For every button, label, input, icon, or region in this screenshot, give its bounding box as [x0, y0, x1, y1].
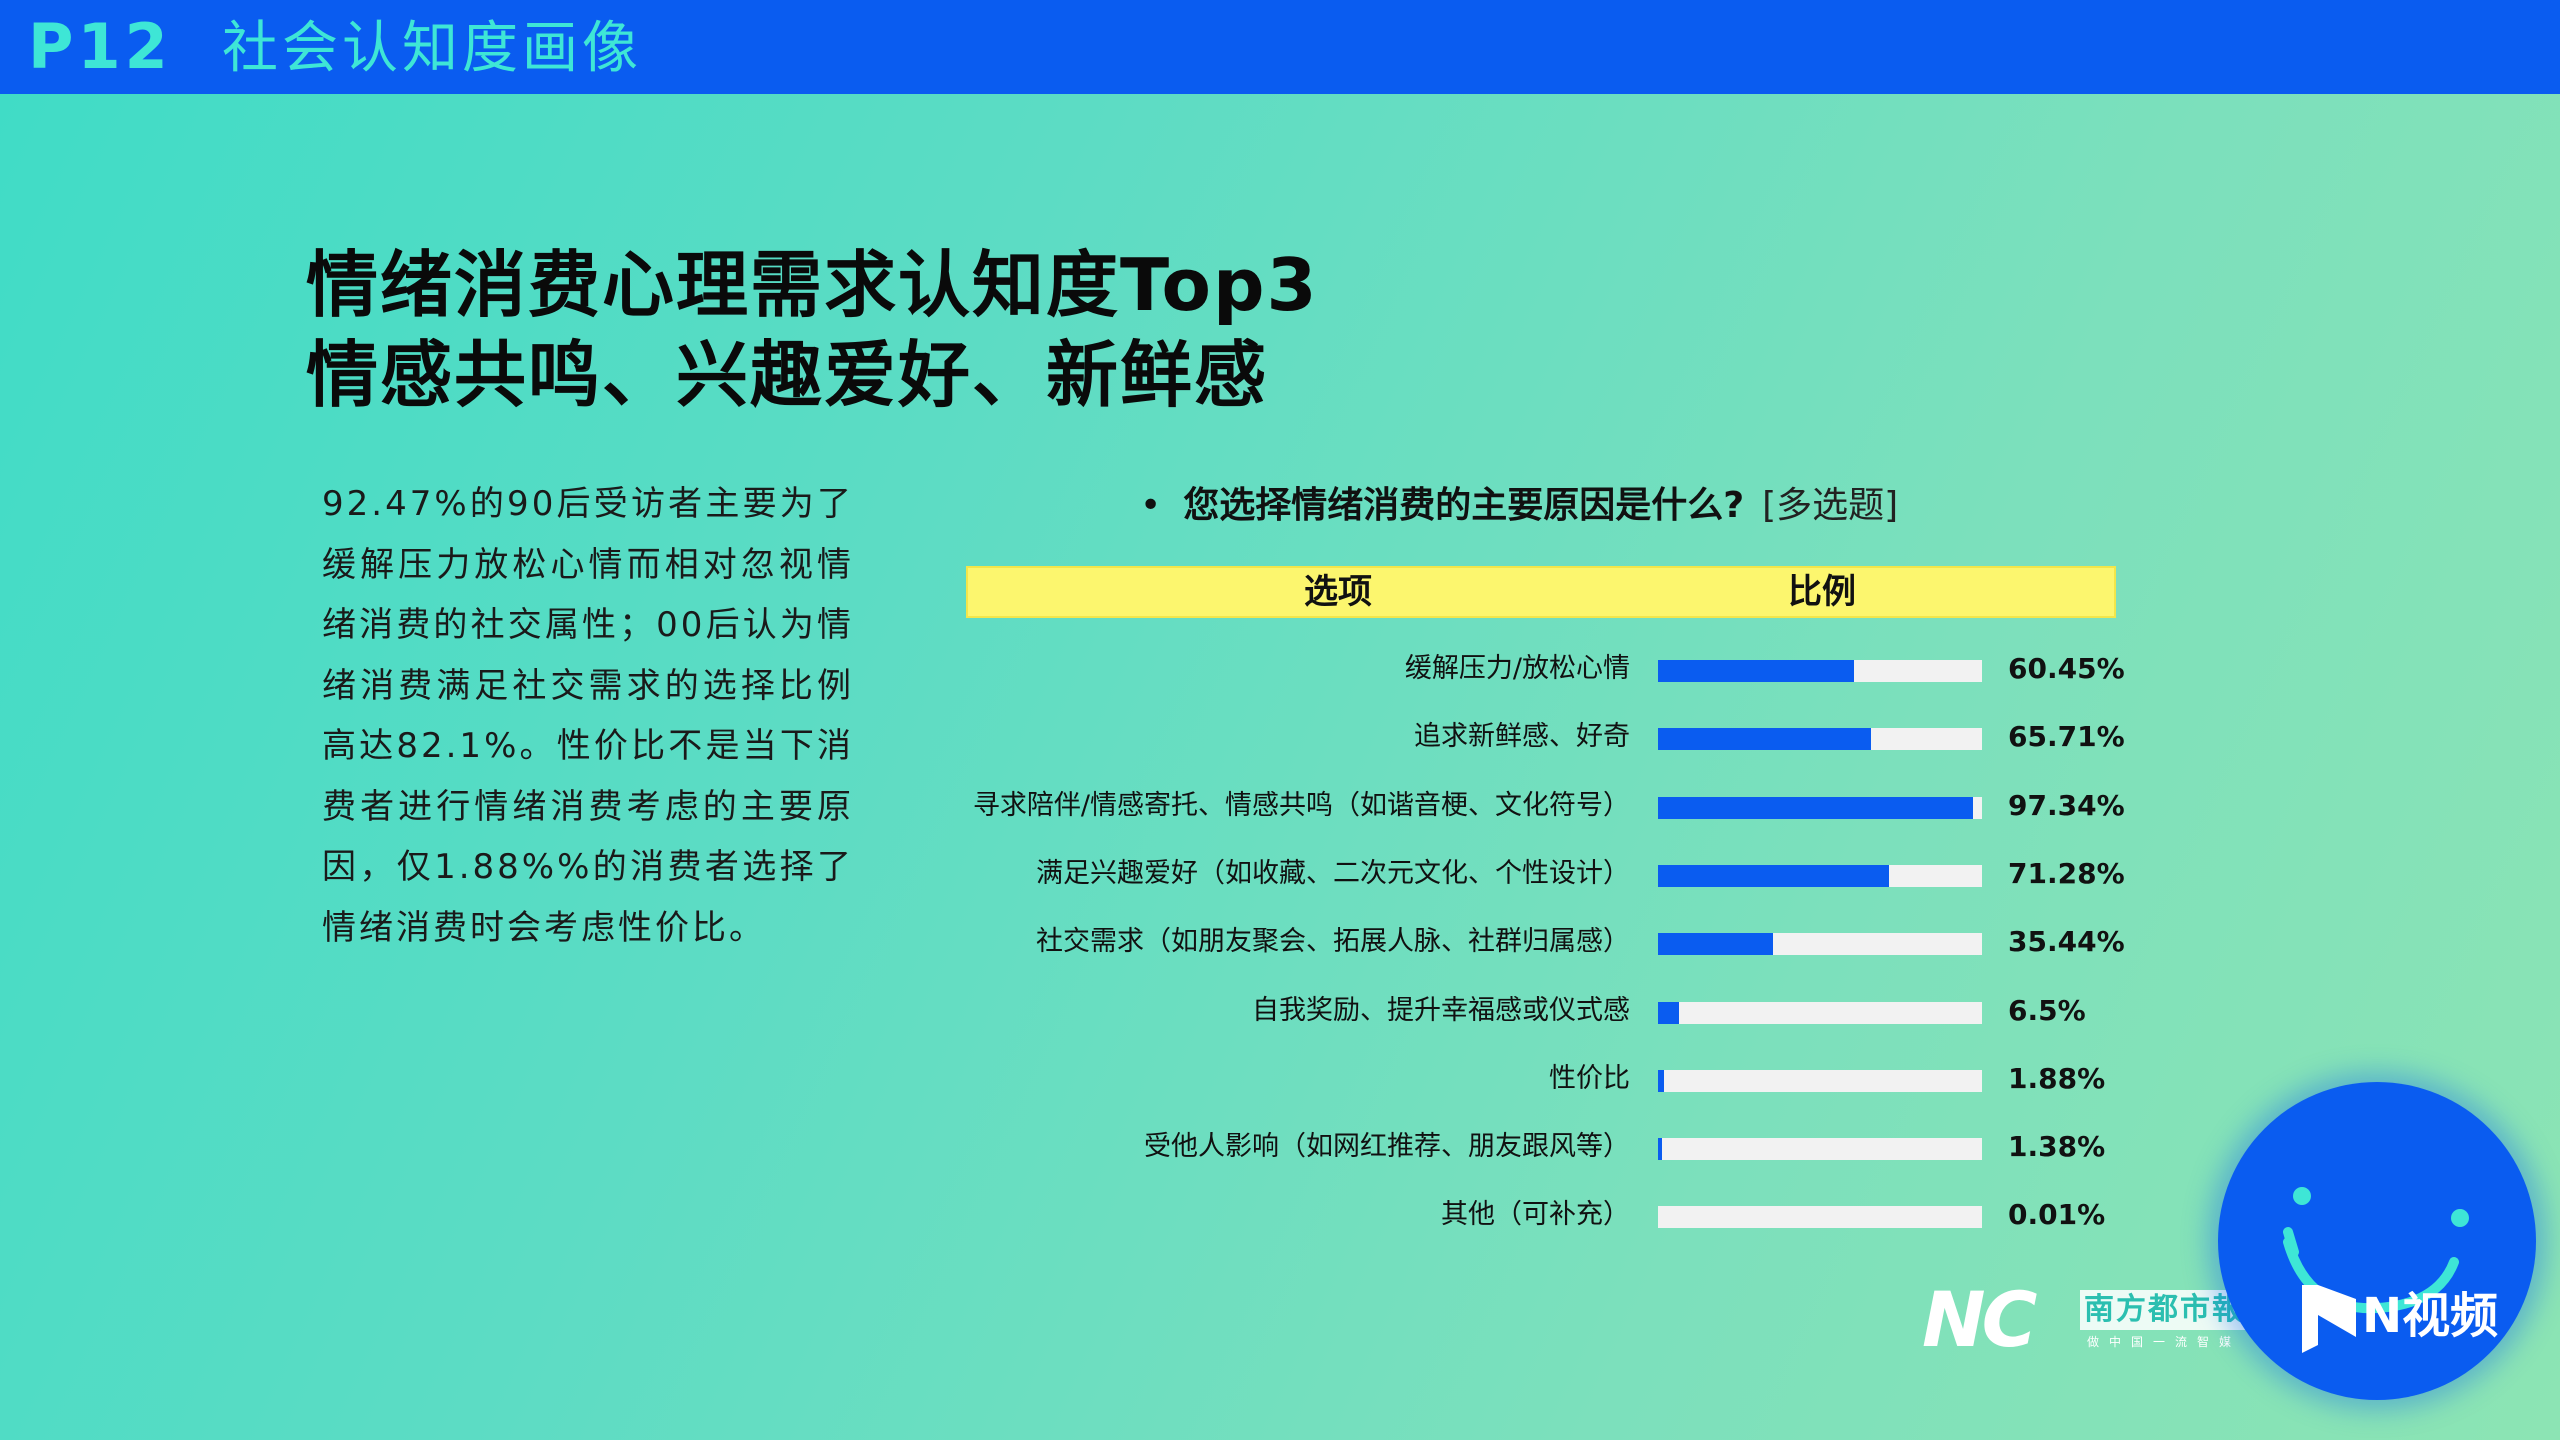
bar	[1658, 1001, 1680, 1024]
value-label: 65.71%	[2008, 720, 2125, 754]
headline-line-1: 情绪消费心理需求认知度Top3	[306, 243, 1319, 327]
question-text: 您选择情绪消费的主要原因是什么?	[1183, 485, 1745, 526]
column-header-ratio: 比例	[1788, 572, 1856, 612]
value-label: 6.5%	[2008, 993, 2086, 1027]
bar-track	[1658, 660, 1982, 682]
nc-logo: NC	[1922, 1275, 2037, 1364]
newspaper-slogan: 做中国一流智媒	[2086, 1335, 2241, 1349]
bar	[1658, 933, 1773, 956]
bar	[1658, 728, 1871, 751]
bar	[1658, 660, 1854, 682]
value-label: 0.01%	[2008, 1198, 2106, 1232]
chart-row: 追求新鲜感、好奇 65.71%	[0, 712, 2560, 762]
top-banner: P12 社会认知度画像	[0, 0, 2560, 94]
question-type-tag: [多选题]	[1762, 485, 1899, 526]
n-video-text: N视频	[2362, 1288, 2499, 1344]
play-icon	[2302, 1285, 2356, 1353]
chart-row: 性价比 1.88%	[0, 1054, 2560, 1104]
smile-icon	[2283, 1187, 2469, 1314]
n-video-logo: N视频	[2296, 1266, 2536, 1366]
bar	[1658, 1069, 1665, 1092]
chart-row: 受他人影响（如网红推荐、朋友跟风等） 1.38%	[0, 1122, 2560, 1172]
bar-track	[1658, 1001, 1982, 1024]
category-label: 寻求陪伴/情感寄托、情感共鸣（如谐音梗、文化符号）	[972, 789, 1630, 821]
chart-row: 满足兴趣爱好（如收藏、二次元文化、个性设计） 71.28%	[0, 849, 2560, 899]
bullet-icon: •	[1140, 485, 1162, 526]
category-label: 其他（可补充）	[1441, 1199, 1630, 1231]
category-label: 自我奖励、提升幸福感或仪式感	[1252, 994, 1630, 1026]
chart-row: 缓解压力/放松心情 60.45%	[0, 644, 2560, 694]
value-label: 1.88%	[2008, 1061, 2106, 1095]
bar	[1658, 864, 1889, 887]
value-label: 60.45%	[2008, 652, 2125, 685]
category-label: 社交需求（如朋友聚会、拓展人脉、社群归属感）	[1036, 926, 1630, 958]
bar-track	[1658, 1138, 1982, 1161]
category-label: 性价比	[1549, 1062, 1630, 1094]
category-label: 缓解压力/放松心情	[1404, 653, 1630, 684]
category-label: 追求新鲜感、好奇	[1414, 721, 1630, 753]
bar-track	[1658, 1206, 1982, 1229]
bar-track	[1658, 796, 1982, 819]
table-header: 选项 比例	[966, 566, 2116, 618]
bar	[1658, 1138, 1663, 1161]
newspaper-logo: 南方都市報	[2080, 1290, 2248, 1330]
chart-row: 其他（可补充） 0.01%	[0, 1190, 2560, 1240]
section-title: 社会认知度画像	[222, 16, 642, 81]
chart-row: 社交需求（如朋友聚会、拓展人脉、社群归属感） 35.44%	[0, 917, 2560, 967]
bar-track	[1658, 728, 1982, 751]
bar-track	[1658, 933, 1982, 956]
value-label: 35.44%	[2008, 925, 2125, 959]
bar-track	[1658, 864, 1982, 887]
summary-paragraph: 92.47%的90后受访者主要为了缓解压力放松心情而相对忽视情绪消费的社交属性；…	[322, 484, 854, 948]
category-label: 满足兴趣爱好（如收藏、二次元文化、个性设计）	[1036, 857, 1630, 889]
chart-row: 寻求陪伴/情感寄托、情感共鸣（如谐音梗、文化符号） 97.34%	[0, 781, 2560, 831]
bar	[1658, 796, 1974, 819]
chart-row: 自我奖励、提升幸福感或仪式感 6.5%	[0, 986, 2560, 1036]
value-label: 71.28%	[2008, 856, 2125, 890]
mascot-circle	[2218, 1082, 2536, 1400]
value-label: 1.38%	[2008, 1130, 2106, 1164]
column-header-option: 选项	[1304, 572, 1372, 612]
category-label: 受他人影响（如网红推荐、朋友跟风等）	[1144, 1131, 1630, 1163]
page-number: P12	[28, 10, 172, 83]
headline-line-2: 情感共鸣、兴趣爱好、新鲜感	[306, 333, 1269, 417]
survey-question: • 您选择情绪消费的主要原因是什么? [多选题]	[1140, 478, 1898, 534]
bar-track	[1658, 1069, 1982, 1092]
value-label: 97.34%	[2008, 788, 2125, 822]
